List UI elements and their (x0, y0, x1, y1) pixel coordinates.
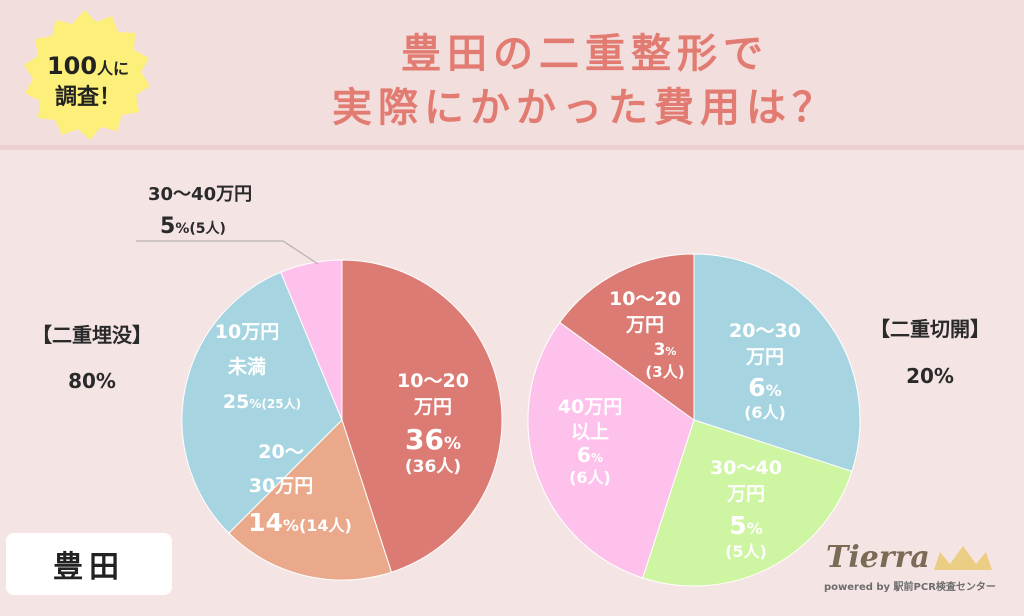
slice-label-1-1: 30〜40 (710, 457, 782, 479)
badge-line2: 調査！ (55, 84, 121, 110)
slice-pct-0-1: 14%(14人) (248, 508, 352, 537)
slice-label-1-0: 20〜30 (729, 320, 801, 342)
page-title-line1: 豊田の二重整形で (401, 31, 769, 77)
slice-label-0-2b: 未満 (227, 355, 266, 378)
slice-count-1-0: (6人) (744, 403, 786, 422)
pie-slice-1-0 (693, 253, 861, 472)
page-title-line2: 実際にかかった費用は？ (332, 85, 838, 131)
slice-pct-0-0: 36% (405, 423, 461, 456)
location-label: 豊田 (6, 533, 172, 595)
slice-label-1-1b: 万円 (726, 483, 765, 505)
slice-label-0-0b: 万円 (413, 396, 452, 418)
survey-badge: 100人に 調査！ (24, 10, 150, 140)
slice-pct-1-3: 3% (654, 340, 677, 360)
slice-label-0-1: 20〜 (258, 441, 303, 463)
leader-line (136, 240, 319, 265)
pie-chart-sekkai (527, 253, 861, 587)
slice-label-1-2: 40万円 (558, 396, 622, 418)
slice-label-0-1b: 30万円 (249, 475, 313, 497)
slice-pct-1-2: 6% (577, 443, 603, 467)
badge-suffix: 人に (97, 59, 129, 78)
slice-pct-1-0: 6% (748, 373, 781, 402)
slice-label-1-0b: 万円 (745, 346, 784, 368)
slice-label-0-0: 10〜20 (397, 370, 469, 392)
pie-slice-0-3 (280, 259, 343, 421)
slice-label-0-3: 30〜40万円 (148, 184, 252, 205)
slice-label-0-2: 10万円 (215, 321, 279, 343)
slice-count-1-2: (6人) (569, 468, 611, 487)
slice-pct-0-2: 25%(25人) (223, 391, 301, 413)
slice-count-1-1: (5人) (725, 542, 767, 561)
pie-title-sekkai: 【二重切開】 (870, 317, 990, 341)
pie-labels: 【二重埋没】80% 10〜20万円36%(36人)20〜30万円14%(14人)1… (32, 184, 990, 561)
badge-starburst (24, 10, 150, 140)
tierra-logo: Tierra powered by 駅前PCR検査センター (822, 540, 1000, 598)
pie-chart-maibotsu (181, 259, 503, 581)
slice-pct-1-1: 5% (729, 511, 762, 540)
pie-slice-1-1 (642, 419, 853, 587)
pie-slice-0-0 (341, 259, 503, 573)
slice-label-1-2b: 以上 (571, 421, 609, 443)
pie-slice-1-2 (527, 321, 695, 579)
slice-pct-0-3: 5%(5人) (160, 214, 226, 239)
pie-subtitle-sekkai: 20% (906, 364, 954, 388)
logo-name: Tierra (826, 540, 930, 575)
logo-sub: powered by 駅前PCR検査センター (824, 582, 996, 593)
header-banner: 100人に 調査！ 豊田の二重整形で 実際にかかった費用は？ (0, 0, 1024, 150)
slice-label-1-3: 10〜20 (609, 288, 681, 310)
pie-slice-0-1 (228, 419, 393, 581)
slice-count-0-0: (36人) (405, 457, 461, 477)
slice-count-1-3: (3人) (645, 363, 684, 381)
svg-text:100人に: 100人に (47, 52, 129, 80)
pie-title-maibotsu: 【二重埋没】 (32, 323, 152, 347)
badge-number: 100 (47, 52, 97, 80)
slice-label-1-3b: 万円 (625, 314, 664, 336)
pie-subtitle-maibotsu: 80% (68, 369, 116, 393)
crown-icon (934, 546, 992, 570)
pie-slice-0-2 (181, 271, 343, 534)
pie-slice-1-3 (559, 253, 695, 421)
